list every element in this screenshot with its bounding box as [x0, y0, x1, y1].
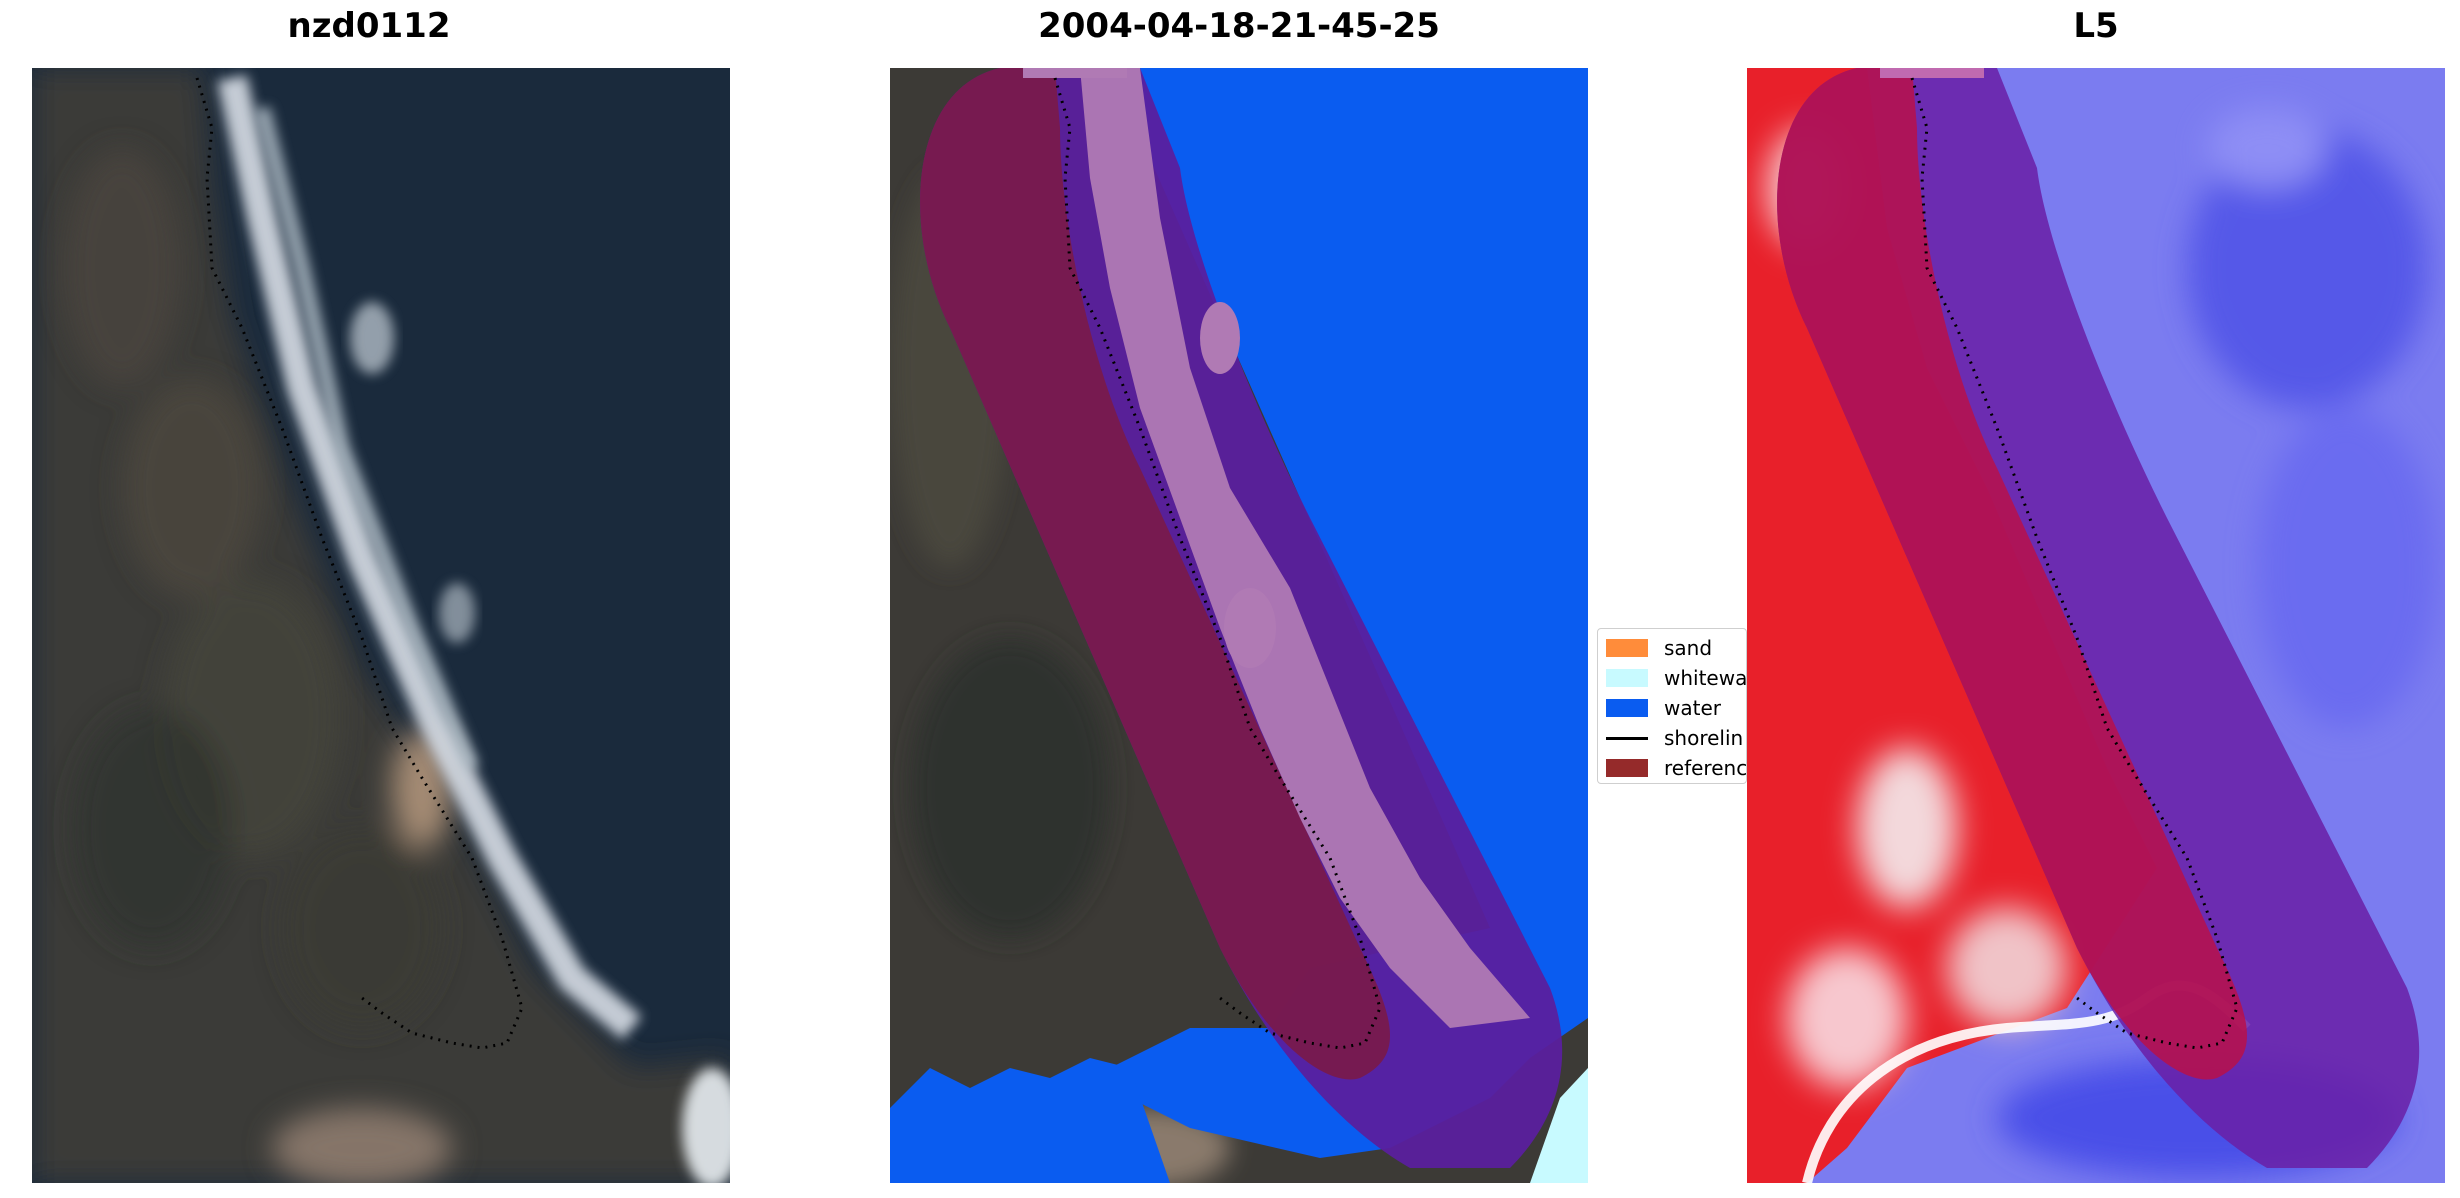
index-map-panel [1747, 68, 2445, 1183]
legend-item-water: water [1606, 695, 1721, 721]
shoreline-dotted-line [1910, 77, 2239, 1050]
panel-title-right: L5 [2073, 6, 2119, 46]
legend-item-shoreline: shorelin [1606, 725, 1743, 751]
legend-item-whitewater: whitewa [1606, 665, 1746, 691]
classified-image [890, 68, 1588, 1183]
shoreline-dotted-line [1053, 77, 1382, 1050]
shoreline-dotted-line [195, 77, 524, 1050]
legend-item-sand: sand [1606, 635, 1712, 661]
sand-swatch [1606, 639, 1648, 657]
legend: sand whitewa water shorelin referenc [1597, 628, 1747, 784]
index-map-image [1747, 68, 2445, 1183]
reference-swatch [1606, 759, 1648, 777]
rgb-satellite-image [32, 68, 730, 1183]
water-swatch [1606, 699, 1648, 717]
shoreline-swatch [1606, 736, 1648, 740]
rgb-image-panel [32, 68, 730, 1183]
whitewater-swatch [1606, 669, 1648, 687]
panel-title-middle: 2004-04-18-21-45-25 [1038, 6, 1440, 46]
panel-title-left: nzd0112 [287, 6, 451, 46]
legend-item-reference: referenc [1606, 755, 1746, 781]
classification-panel [890, 68, 1588, 1183]
